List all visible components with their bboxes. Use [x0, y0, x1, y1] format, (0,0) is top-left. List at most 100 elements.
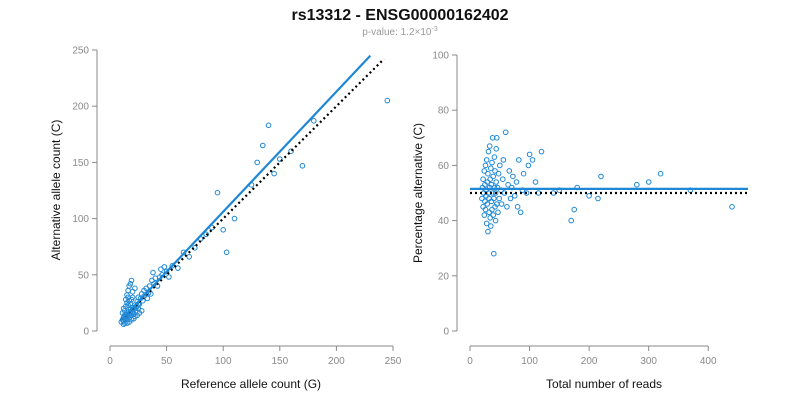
right-data-point: [500, 176, 506, 182]
right-data-point: [532, 179, 539, 185]
left-data-point: [150, 269, 156, 276]
left-x-tick-label: 150: [271, 356, 288, 367]
right-data-point: [491, 154, 498, 160]
left-y-tick-label: 250: [72, 46, 89, 57]
right-data-point: [525, 162, 532, 169]
right-x-tick-label: 0: [467, 356, 473, 367]
right-data-point: [496, 195, 503, 202]
left-data-point: [125, 287, 131, 294]
left-y-tick-label: 150: [72, 158, 89, 169]
right-data-point: [495, 209, 501, 216]
right-data-point: [526, 151, 533, 158]
right-data-point: [504, 204, 510, 210]
left-data-point: [231, 215, 238, 222]
left-data-point: [128, 277, 135, 284]
left-data-point: [132, 285, 138, 292]
left-x-axis-label: Reference allele count (G): [181, 377, 321, 391]
right-data-point: [506, 168, 513, 174]
right-data-point: [485, 228, 491, 235]
right-data-point: [729, 204, 735, 210]
right-y-tick-label: 40: [438, 216, 450, 227]
right-data-point: [502, 129, 509, 136]
left-data-point: [220, 227, 226, 233]
right-data-point: [571, 206, 578, 213]
right-data-point: [520, 170, 527, 177]
left-x-tick-label: 50: [161, 356, 173, 367]
left-data-point: [277, 156, 283, 162]
left-data-point: [161, 264, 168, 270]
left-x-tick-label: 0: [107, 356, 113, 367]
right-data-point: [491, 195, 497, 202]
right-data-point: [493, 146, 500, 152]
left-data-point: [214, 189, 221, 196]
right-data-point: [491, 250, 497, 257]
right-data-point: [505, 181, 511, 188]
right-data-point: [485, 148, 492, 155]
left-data-point: [265, 122, 272, 129]
right-data-point: [484, 201, 491, 207]
right-data-point: [492, 190, 499, 196]
right-data-point: [586, 193, 592, 199]
left-data-point: [223, 249, 230, 256]
right-panel-scatter: 0 100 200 300 400 0 20 40 60 80 100 Total number of…: [411, 51, 748, 391]
right-data-point: [598, 173, 604, 180]
left-data-point: [288, 148, 294, 154]
left-y-tick-label: 200: [72, 102, 89, 113]
right-data-point: [489, 159, 495, 166]
left-data-point: [166, 274, 172, 280]
left-x-tick-label: 250: [385, 356, 402, 367]
right-data-point: [516, 157, 522, 163]
right-data-point: [494, 135, 500, 141]
left-x-tick-label: 100: [215, 356, 232, 367]
right-data-point: [482, 162, 489, 169]
right-data-point: [507, 195, 514, 202]
left-fit-line: [120, 54, 372, 321]
right-data-point: [487, 215, 494, 221]
p-value-exponent: -3: [431, 26, 437, 33]
left-y-axis-label: Alternative allele count (C): [49, 120, 63, 261]
right-data-point: [568, 217, 575, 224]
right-data-point: [538, 148, 545, 155]
right-data-point: [492, 168, 498, 174]
right-data-point: [645, 179, 652, 185]
right-data-point: [483, 157, 490, 163]
left-data-point: [299, 163, 306, 169]
right-y-tick-label: 80: [438, 106, 450, 117]
right-data-point: [479, 195, 485, 202]
left-data-point: [138, 308, 145, 314]
right-data-point: [485, 170, 491, 177]
left-data-point: [120, 321, 127, 328]
left-x-tick-label: 200: [328, 356, 345, 367]
right-data-point: [490, 173, 497, 180]
right-y-tick-label: 60: [438, 161, 450, 172]
right-data-point: [481, 168, 488, 174]
right-data-point: [510, 173, 516, 180]
right-data-point: [488, 165, 494, 171]
right-data-point: [486, 143, 493, 149]
right-x-tick-label: 300: [640, 356, 657, 367]
right-data-point: [481, 212, 488, 218]
right-data-point: [497, 162, 503, 169]
left-data-point: [384, 97, 391, 104]
right-data-point: [483, 220, 490, 227]
right-data-point: [514, 204, 521, 210]
right-data-point: [513, 179, 520, 185]
left-y-tick-label: 0: [83, 327, 89, 338]
right-y-tick-label: 20: [438, 271, 450, 282]
right-data-point: [489, 206, 495, 213]
right-data-point: [490, 212, 497, 218]
left-reference-line: [120, 58, 385, 321]
left-data-point: [152, 275, 159, 282]
right-data-point: [488, 223, 494, 229]
left-y-tick-label: 100: [72, 214, 89, 225]
right-data-point: [495, 170, 502, 177]
right-data-point: [595, 195, 601, 202]
left-data-point: [127, 281, 134, 287]
right-data-point: [480, 176, 486, 182]
left-data-point: [254, 159, 261, 166]
right-x-axis-label: Total number of reads: [546, 377, 662, 391]
right-data-point: [482, 206, 489, 213]
left-data-point: [186, 253, 192, 260]
right-y-tick-label: 0: [443, 327, 449, 338]
